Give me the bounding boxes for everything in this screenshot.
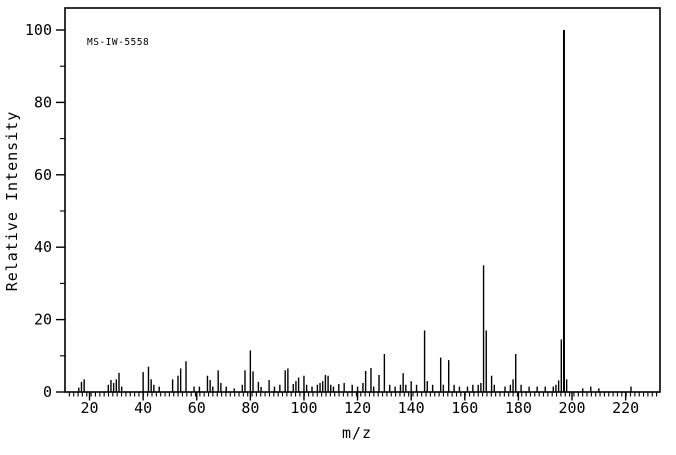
y-axis-label: Relative Intensity — [3, 111, 21, 292]
y-tick-labels: 0 20 40 60 80 100 — [25, 21, 52, 401]
y-axis-ticks — [56, 29, 65, 393]
x-axis-label: m/z — [342, 424, 372, 442]
x-tick-label: 180 — [505, 399, 532, 417]
x-tick-label: 80 — [241, 399, 259, 417]
y-tick-label: 80 — [34, 93, 52, 111]
x-tick-label: 100 — [290, 399, 317, 417]
peaks — [78, 30, 632, 392]
y-tick-label: 100 — [25, 21, 52, 39]
x-tick-label: 160 — [451, 399, 478, 417]
x-tick-label: 200 — [558, 399, 585, 417]
x-tick-label: 40 — [134, 399, 152, 417]
plot-border — [64, 7, 661, 393]
x-tick-label: 20 — [80, 399, 98, 417]
y-tick-label: 40 — [34, 238, 52, 256]
y-tick-label: 20 — [34, 311, 52, 329]
x-axis-ticks — [68, 392, 658, 401]
x-tick-labels: 20 40 60 80 100 120 140 160 180 200 220 — [80, 399, 639, 417]
plot-frame — [64, 7, 661, 393]
x-tick-label: 60 — [188, 399, 206, 417]
x-tick-label: 120 — [344, 399, 371, 417]
x-tick-label: 220 — [612, 399, 639, 417]
y-tick-label: 60 — [34, 166, 52, 184]
y-tick-label: 0 — [43, 383, 52, 401]
chart-annotation: MS-IW-5558 — [87, 37, 149, 48]
x-tick-label: 140 — [398, 399, 425, 417]
